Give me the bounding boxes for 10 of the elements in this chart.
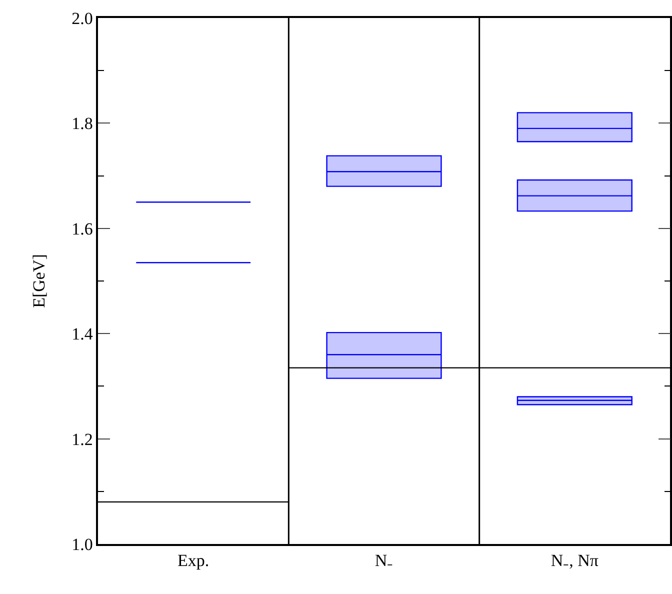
x-tick-label: N₋ — [374, 551, 394, 570]
y-tick-label: 1.8 — [72, 114, 93, 134]
y-tick-label: 1.6 — [72, 219, 93, 238]
x-tick-label: N₋, Nπ — [550, 551, 599, 570]
x-tick-label: Exp. — [178, 551, 210, 570]
y-axis-title: E[GeV] — [30, 254, 49, 308]
y-tick-label: 1.2 — [72, 430, 93, 449]
y-tick-label: 2.0 — [72, 8, 93, 28]
y-tick-label: 1.4 — [72, 324, 94, 344]
y-tick-label: 1.0 — [72, 534, 93, 554]
